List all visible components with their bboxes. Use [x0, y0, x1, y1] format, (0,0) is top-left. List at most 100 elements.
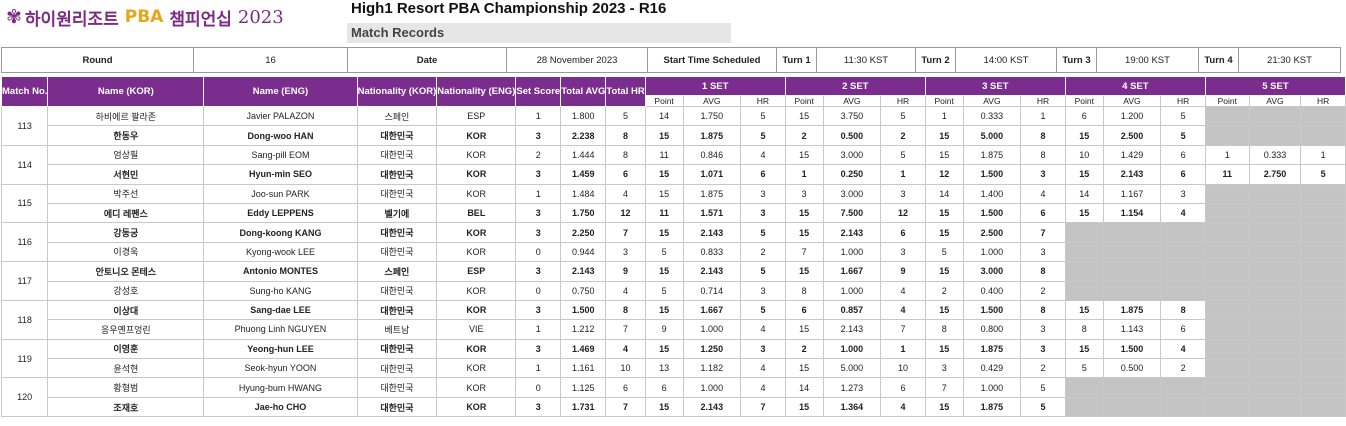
- nationality-kor: 대한민국: [356, 164, 438, 185]
- set-avg: 1.750: [682, 105, 742, 127]
- set-hr: 8: [1020, 299, 1066, 321]
- nationality-eng: KOR: [436, 144, 517, 166]
- set-avg: 0.429: [962, 358, 1022, 379]
- match-number: 115: [0, 183, 49, 224]
- set-point: 15: [644, 299, 684, 321]
- set-point: 15: [1064, 202, 1104, 224]
- set-hr: 6: [880, 377, 926, 398]
- nationality-eng: KOR: [436, 241, 517, 263]
- player-name-eng: Kyong-wook LEE: [203, 241, 358, 263]
- total-avg: 1.161: [560, 358, 607, 379]
- subheader-hr: HR: [740, 95, 786, 107]
- set-avg: 2.143: [682, 222, 742, 243]
- empty-set-cell: [1248, 202, 1302, 224]
- round-value: 16: [193, 47, 348, 73]
- set-avg: 1.200: [1102, 105, 1162, 127]
- set-avg: 1.250: [682, 338, 742, 360]
- subheader-hr: HR: [1160, 95, 1206, 107]
- nationality-kor: 대한민국: [356, 377, 438, 398]
- player-name-kor: 하비에르 팔라존: [47, 105, 205, 127]
- total-hr: 12: [605, 202, 646, 224]
- set-score: 3: [515, 338, 562, 360]
- set-hr: 3: [1020, 164, 1066, 185]
- header-set-2: 2 SET: [784, 76, 926, 96]
- empty-set-cell: [1160, 222, 1206, 243]
- nationality-kor: 대한민국: [356, 299, 438, 321]
- set-avg: 1.571: [682, 202, 742, 224]
- set-score: 0: [515, 377, 562, 398]
- header-set-5: 5 SET: [1204, 76, 1346, 96]
- set-avg: 2.143: [682, 396, 742, 418]
- set-hr: 5: [740, 261, 786, 282]
- set-avg: 1.000: [822, 280, 882, 301]
- subheader-avg: AVG: [682, 95, 742, 107]
- set-hr: 8: [1020, 261, 1066, 282]
- player-name-eng: Antonio MONTES: [203, 261, 358, 282]
- set-hr: 2: [1020, 280, 1066, 301]
- empty-set-cell: [1300, 299, 1346, 321]
- empty-set-cell: [1248, 299, 1302, 321]
- player-row: 이경욱 Kyong-wook LEE 대한민국 KOR 0 0.944 3 5 0.833 2 7 1…: [2, 241, 1346, 263]
- set-avg: 0.500: [822, 125, 882, 146]
- set-hr: 6: [880, 222, 926, 243]
- nationality-kor: 대한민국: [356, 125, 438, 146]
- total-hr: 8: [605, 125, 646, 146]
- set-avg: 1.000: [682, 319, 742, 340]
- set-avg: 1.400: [962, 183, 1022, 204]
- set-point: 15: [924, 202, 964, 224]
- set-score: 2: [515, 144, 562, 166]
- player-name-eng: Joo-sun PARK: [203, 183, 358, 204]
- set-point: 6: [1064, 105, 1104, 127]
- set-avg: 1.875: [962, 144, 1022, 166]
- empty-set-cell: [1204, 202, 1250, 224]
- total-hr: 3: [605, 241, 646, 263]
- set-score: 3: [515, 222, 562, 243]
- set-avg: 1.364: [822, 396, 882, 418]
- set-point: 15: [924, 396, 964, 418]
- set-point: 6: [784, 299, 824, 321]
- nationality-kor: 베트남: [356, 319, 438, 340]
- set-avg: 5.000: [962, 125, 1022, 146]
- player-name-eng: Hyun-min SEO: [203, 164, 358, 185]
- empty-set-cell: [1102, 377, 1162, 398]
- set-score: 3: [515, 261, 562, 282]
- header-set-3: 3 SET: [924, 76, 1066, 96]
- empty-set-cell: [1064, 396, 1104, 418]
- player-name-eng: Seok-hyun YOON: [203, 358, 358, 379]
- empty-set-cell: [1248, 396, 1302, 418]
- set-avg: 1.000: [962, 377, 1022, 398]
- nationality-kor: 대한민국: [356, 358, 438, 379]
- total-avg: 1.444: [560, 144, 607, 166]
- player-row: 에디 레펜스 Eddy LEPPENS 벨기에 BEL 3 1.750 12 11 1.571 3…: [2, 202, 1346, 224]
- set-avg: 5.000: [822, 358, 882, 379]
- player-name-kor: 응우옌프엉린: [47, 319, 205, 340]
- set-avg: 1.875: [682, 125, 742, 146]
- match-number: 120: [0, 377, 49, 418]
- set-point: 15: [784, 222, 824, 243]
- total-avg: 2.238: [560, 125, 607, 146]
- total-avg: 2.250: [560, 222, 607, 243]
- set-hr: 7: [880, 319, 926, 340]
- total-hr: 5: [605, 105, 646, 127]
- set-avg: 1.182: [682, 358, 742, 379]
- empty-set-cell: [1300, 377, 1346, 398]
- header-name-eng: Name (ENG): [203, 76, 358, 107]
- empty-set-cell: [1248, 105, 1302, 127]
- empty-set-cell: [1300, 319, 1346, 340]
- set-avg: 1.273: [822, 377, 882, 398]
- nationality-eng: KOR: [436, 222, 517, 243]
- total-hr: 7: [605, 396, 646, 418]
- set-hr: 3: [1020, 338, 1066, 360]
- subheader-hr: HR: [1020, 95, 1066, 107]
- set-hr: 1: [1300, 144, 1346, 166]
- set-avg: 2.143: [822, 222, 882, 243]
- nationality-eng: KOR: [436, 280, 517, 301]
- empty-set-cell: [1300, 105, 1346, 127]
- set-point: 5: [1064, 358, 1104, 379]
- turn-1-time: 11:30 KST: [816, 47, 916, 73]
- total-avg: 0.750: [560, 280, 607, 301]
- set-score: 3: [515, 299, 562, 321]
- set-point: 15: [924, 125, 964, 146]
- set-hr: 4: [1160, 202, 1206, 224]
- header-nationality-eng: Nationality (ENG): [436, 76, 517, 107]
